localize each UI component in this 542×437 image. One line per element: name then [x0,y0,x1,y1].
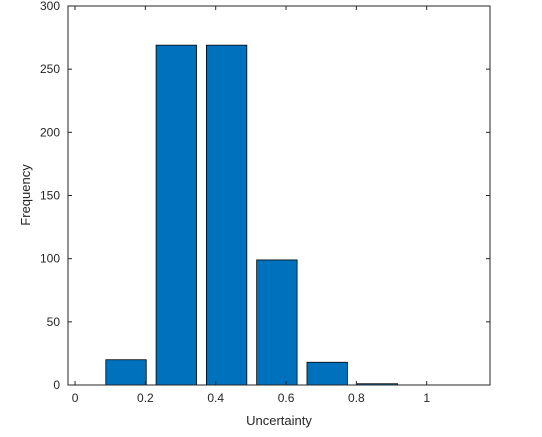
x-tick-label-0: 0 [72,391,79,405]
x-tick-label-1: 0.2 [137,391,154,405]
bar-group [105,44,399,386]
y-tick-label-4: 200 [40,125,60,139]
y-tick-label-3: 150 [40,189,60,203]
y-axis-label: Frequency [18,164,33,226]
y-tick-label-0: 0 [53,378,60,392]
x-tick-label-5: 1 [423,391,430,405]
x-tick-label-4: 0.8 [348,391,365,405]
x-tick-label-2: 0.4 [207,391,224,405]
y-tick-label-1: 50 [47,315,61,329]
x-axis-label: Uncertainty [246,413,312,428]
bar-4 [306,361,348,386]
y-tick-label-6: 300 [40,0,60,13]
y-tick-label-5: 250 [40,62,60,76]
bar-3 [256,259,298,386]
y-tick-labels: 0 50 100 150 200 250 300 [40,0,60,392]
y-tick-label-2: 100 [40,252,60,266]
bar-0 [105,359,147,386]
bar-1 [155,44,197,386]
x-tick-label-3: 0.6 [278,391,295,405]
plot-frame [67,5,491,386]
x-tick-labels: 0 0.2 0.4 0.6 0.8 1 [72,391,431,405]
bar-2 [205,44,248,386]
